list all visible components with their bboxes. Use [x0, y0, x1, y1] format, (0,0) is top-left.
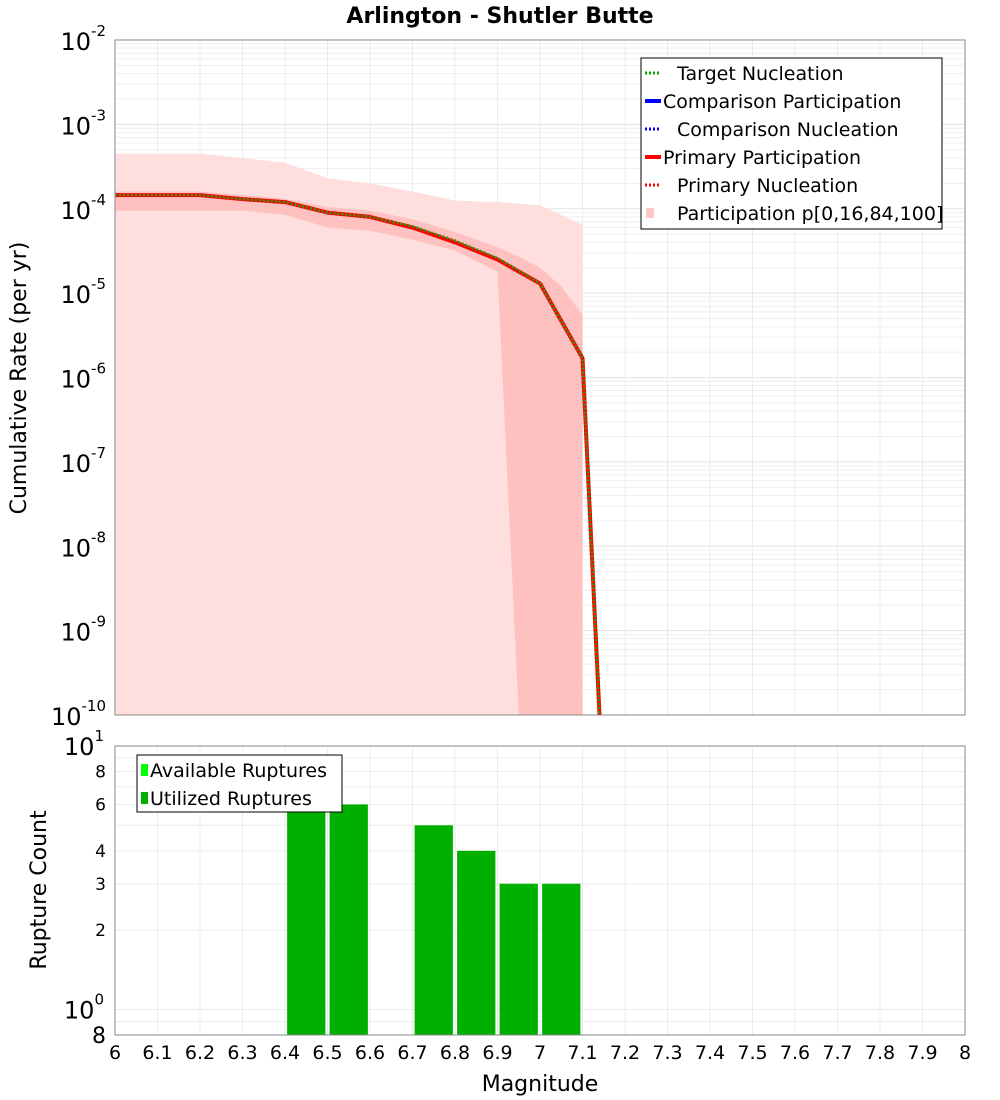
legend-label: Available Ruptures [150, 760, 327, 782]
x-tick-label: 6.8 [440, 1042, 470, 1064]
y-tick-label: 6 [95, 795, 106, 815]
x-tick-label: 6.4 [270, 1042, 300, 1064]
x-tick-label: 6.3 [227, 1042, 257, 1064]
x-tick-label: 7.3 [652, 1042, 682, 1064]
y-tick-label: 4 [95, 842, 106, 862]
x-tick-label: 6.6 [355, 1042, 385, 1064]
legend-box [136, 754, 343, 813]
legend-swatch [141, 764, 148, 776]
rupture-bars [287, 786, 581, 1035]
rupture-y-axis-label: Rupture Count [27, 810, 52, 970]
rupture-legend: Available Ruptures Utilized Ruptures [136, 754, 343, 813]
legend-swatch [646, 208, 654, 218]
x-tick-label: 6.7 [397, 1042, 427, 1064]
legend-label: Utilized Ruptures [150, 788, 312, 810]
y-tick-label: 10-6 [60, 360, 106, 394]
rate-plot-border [114, 39, 966, 716]
x-tick-label: 7.5 [737, 1042, 767, 1064]
x-tick-label: 7.4 [695, 1042, 725, 1064]
series-target-nucleation-overlay [115, 194, 601, 716]
y-tick-label: 10-7 [60, 444, 106, 478]
legend-swatch [141, 792, 148, 804]
x-tick-label: 6.2 [185, 1042, 215, 1064]
utilized-bar [457, 850, 496, 1035]
y-tick-label: 8 [92, 1024, 106, 1049]
x-tick-label: 8 [959, 1042, 971, 1064]
y-tick-label: 10-5 [60, 275, 106, 309]
x-tick-label: 6 [109, 1042, 121, 1064]
chart-title: Arlington - Shutler Butte [346, 4, 653, 29]
utilized-bar [542, 883, 581, 1035]
rate-series [115, 193, 602, 716]
legend-label: Target Nucleation [676, 63, 844, 85]
legend-label: Participation p[0,16,84,100] [677, 203, 943, 225]
legend-box [640, 57, 943, 230]
legend-label: Primary Nucleation [677, 175, 858, 197]
utilized-bar [414, 825, 453, 1035]
x-tick-label: 7.6 [780, 1042, 810, 1064]
x-tick-label: 7.8 [865, 1042, 895, 1064]
y-tick-label: 10-10 [51, 697, 106, 731]
band-p[0,100] [115, 153, 583, 716]
rate-y-axis-label: Cumulative Rate (per yr) [7, 242, 32, 515]
legend-label: Comparison Participation [663, 91, 901, 113]
utilized-bar [329, 804, 368, 1035]
legend-label: Comparison Nucleation [677, 119, 899, 141]
rate-legend: Target Nucleation Comparison Participatio… [640, 57, 943, 230]
x-tick-label: 7.1 [567, 1042, 597, 1064]
magnitude-x-ticks: 6 6.1 6.2 6.3 6.4 6.5 6.6 6.7 6.8 6.9 7 7.1 7.2 7.3 7.… [109, 1042, 971, 1064]
y-tick-label: 101 [64, 727, 104, 761]
rupture-plot-border [114, 745, 966, 1036]
utilized-bar [287, 798, 326, 1035]
x-tick-label: 6.1 [142, 1042, 172, 1064]
utilized-bar [499, 883, 538, 1035]
rate-plot: 10-10 10-9 10-8 10-7 10-6 10-5 10-4 10-3 10-2 Cu… [7, 22, 966, 731]
x-tick-label: 7.2 [610, 1042, 640, 1064]
x-axis-label: Magnitude [482, 1072, 599, 1097]
y-tick-label: 2 [95, 921, 106, 941]
x-tick-label: 6.5 [312, 1042, 342, 1064]
legend-label: Primary Participation [663, 147, 861, 169]
x-tick-label: 7.7 [822, 1042, 852, 1064]
y-tick-label: 100 [64, 990, 104, 1024]
y-tick-label: 10-9 [60, 613, 106, 647]
x-tick-label: 6.9 [482, 1042, 512, 1064]
y-tick-label: 10-3 [60, 106, 106, 140]
y-tick-label: 10-8 [60, 528, 106, 562]
x-tick-label: 7 [534, 1042, 546, 1064]
band-p[16,84] [115, 191, 583, 715]
y-tick-label: 10-2 [60, 22, 106, 56]
y-tick-label: 8 [95, 763, 106, 783]
rate-y-ticks: 10-10 10-9 10-8 10-7 10-6 10-5 10-4 10-3 10-2 [51, 22, 106, 731]
participation-bands [115, 153, 583, 716]
y-tick-label: 10-4 [60, 191, 106, 225]
x-tick-label: 7.9 [907, 1042, 937, 1064]
y-tick-label: 3 [95, 875, 106, 895]
